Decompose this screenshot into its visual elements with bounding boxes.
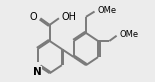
- Text: OH: OH: [62, 12, 77, 22]
- Text: OMe: OMe: [97, 6, 116, 15]
- Text: N: N: [33, 67, 42, 77]
- Text: O: O: [30, 12, 38, 22]
- Text: OMe: OMe: [119, 30, 138, 39]
